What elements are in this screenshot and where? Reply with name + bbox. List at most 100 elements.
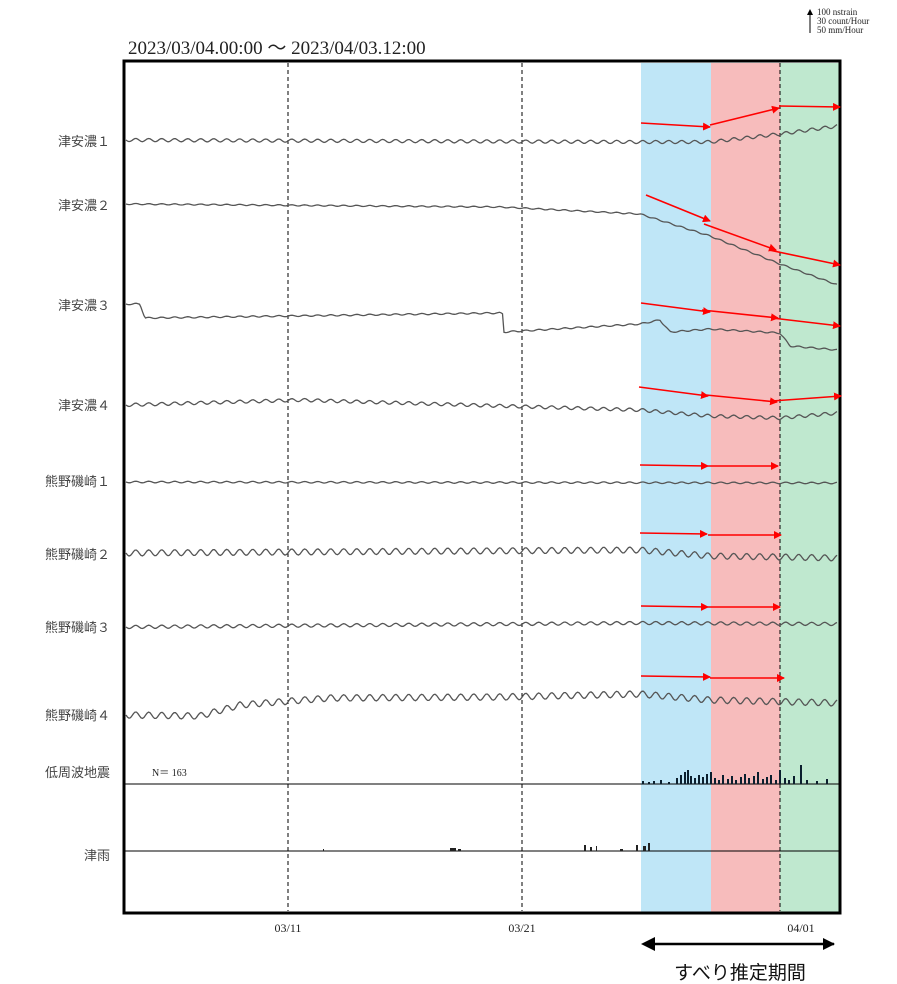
x-tick-label-0401: 04/01	[787, 921, 814, 935]
lfe-bar-27	[766, 777, 768, 784]
scale-label-count: 30 count/Hour	[817, 16, 869, 26]
lfe-bar-18	[727, 779, 729, 784]
rain-bar-7	[636, 845, 638, 851]
row-label-tsuanou-3: 津安濃３	[58, 299, 110, 314]
row-label-kumano-isozaki-4: 熊野磯崎４	[45, 708, 110, 724]
trend-arrow-8	[771, 317, 841, 330]
lfe-bar-35	[806, 780, 808, 784]
row-label-tsuanou-2: 津安濃２	[58, 199, 110, 214]
lfe-bar-25	[757, 772, 759, 784]
lfe-bar-11	[698, 775, 700, 784]
row-label-rain: 津雨	[84, 849, 110, 864]
row-label-lfe: 低周波地震	[45, 766, 110, 781]
lfe-bar-26	[762, 779, 764, 784]
lfe-bar-22	[744, 774, 746, 784]
rain-bar-3	[584, 845, 586, 851]
slip-period-label: すべり推定期間	[674, 962, 806, 984]
trend-arrow-12	[639, 461, 709, 470]
trace-line-2	[125, 202, 838, 285]
period-band-2	[711, 63, 780, 913]
row-label-kumano-isozaki-3: 熊野磯崎３	[45, 620, 110, 636]
trend-arrow-9	[638, 386, 709, 400]
lfe-bar-17	[722, 775, 724, 784]
strain-traces	[125, 124, 838, 720]
scale-legend: 100 nstrain 30 count/Hour 50 mm/Hour	[807, 7, 869, 35]
rain-bar-9	[648, 843, 650, 851]
trend-arrows	[638, 102, 842, 682]
trace-line-7	[125, 620, 838, 630]
lfe-bar-36	[816, 781, 818, 784]
lfe-bar-13	[706, 774, 708, 784]
period-band-1	[641, 63, 711, 913]
trace-line-4	[125, 397, 838, 421]
trend-arrow-1	[709, 105, 780, 126]
lfe-bar-33	[793, 776, 795, 784]
chart-title: 2023/03/04.00:00 ～ 2023/04/03.12:00	[128, 38, 426, 59]
lfe-bar-14	[710, 772, 712, 784]
scale-label-strain: 100 nstrain	[817, 7, 858, 17]
trace-line-8	[125, 690, 838, 720]
lfe-bar-19	[731, 776, 733, 784]
rain-bar-8	[643, 846, 646, 851]
row-label-kumano-isozaki-2: 熊野磯崎２	[45, 547, 110, 563]
lfe-bar-16	[718, 780, 720, 784]
trend-arrow-10	[705, 394, 778, 406]
trend-arrow-14	[639, 529, 708, 538]
lfe-bar-3	[660, 780, 662, 784]
slip-period-arrow-left-head	[641, 937, 655, 951]
lfe-bar-23	[748, 778, 750, 784]
lfe-bar-31	[784, 778, 786, 784]
lfe-bar-30	[779, 770, 781, 784]
date-gridlines	[287, 63, 781, 911]
trend-arrow-6	[640, 302, 711, 316]
lfe-bar-24	[753, 776, 755, 784]
rain-bar-2	[458, 849, 461, 851]
lfe-count-label: N＝ 163	[152, 768, 187, 779]
lfe-bar-6	[680, 775, 682, 784]
scale-label-rain: 50 mm/Hour	[817, 25, 863, 35]
rain-bar-1	[450, 848, 456, 851]
lfe-bar-9	[690, 776, 692, 784]
rain-bars	[323, 843, 650, 851]
rain-bar-4	[590, 847, 592, 851]
lfe-bar-37	[826, 779, 828, 784]
lfe-bar-5	[676, 778, 678, 784]
x-tick-label-0311: 03/11	[275, 921, 302, 935]
lfe-bar-32	[788, 780, 790, 784]
trace-line-1	[125, 124, 838, 145]
rain-bar-0	[323, 849, 324, 851]
trend-arrow-0	[640, 122, 711, 131]
lfe-bar-7	[684, 772, 686, 784]
lfe-bar-28	[770, 775, 772, 784]
trace-line-3	[125, 302, 838, 351]
lfe-bar-15	[714, 778, 716, 784]
lfe-bar-34	[800, 765, 802, 784]
rain-bar-5	[596, 846, 597, 851]
lfe-bar-10	[694, 778, 696, 784]
trend-arrow-18	[640, 672, 711, 681]
x-tick-label-0321: 03/21	[508, 921, 535, 935]
lfe-bar-29	[775, 780, 777, 784]
lfe-bar-12	[702, 777, 704, 784]
row-label-kumano-isozaki-1: 熊野磯崎１	[45, 474, 110, 490]
lfe-bar-8	[687, 770, 689, 784]
trend-arrow-3	[645, 194, 711, 223]
trend-arrow-16	[640, 602, 709, 611]
rain-bar-6	[620, 849, 623, 851]
row-label-tsuanou-4: 津安濃４	[58, 399, 110, 414]
trend-arrow-2	[778, 102, 841, 111]
lfe-bar-1	[648, 782, 650, 784]
lfe-bar-20	[735, 780, 737, 784]
trend-arrow-5	[768, 249, 841, 268]
plot-frame	[122, 59, 842, 915]
trend-arrow-7	[701, 309, 779, 322]
period-band-3	[780, 63, 840, 913]
row-label-tsuanou-1: 津安濃１	[58, 135, 110, 150]
lfe-bar-4	[668, 782, 670, 784]
lfe-bar-0	[642, 781, 644, 784]
trend-arrow-4	[703, 223, 777, 252]
trace-line-5	[125, 480, 838, 485]
trace-line-6	[125, 546, 838, 562]
lfe-bar-2	[653, 781, 655, 784]
